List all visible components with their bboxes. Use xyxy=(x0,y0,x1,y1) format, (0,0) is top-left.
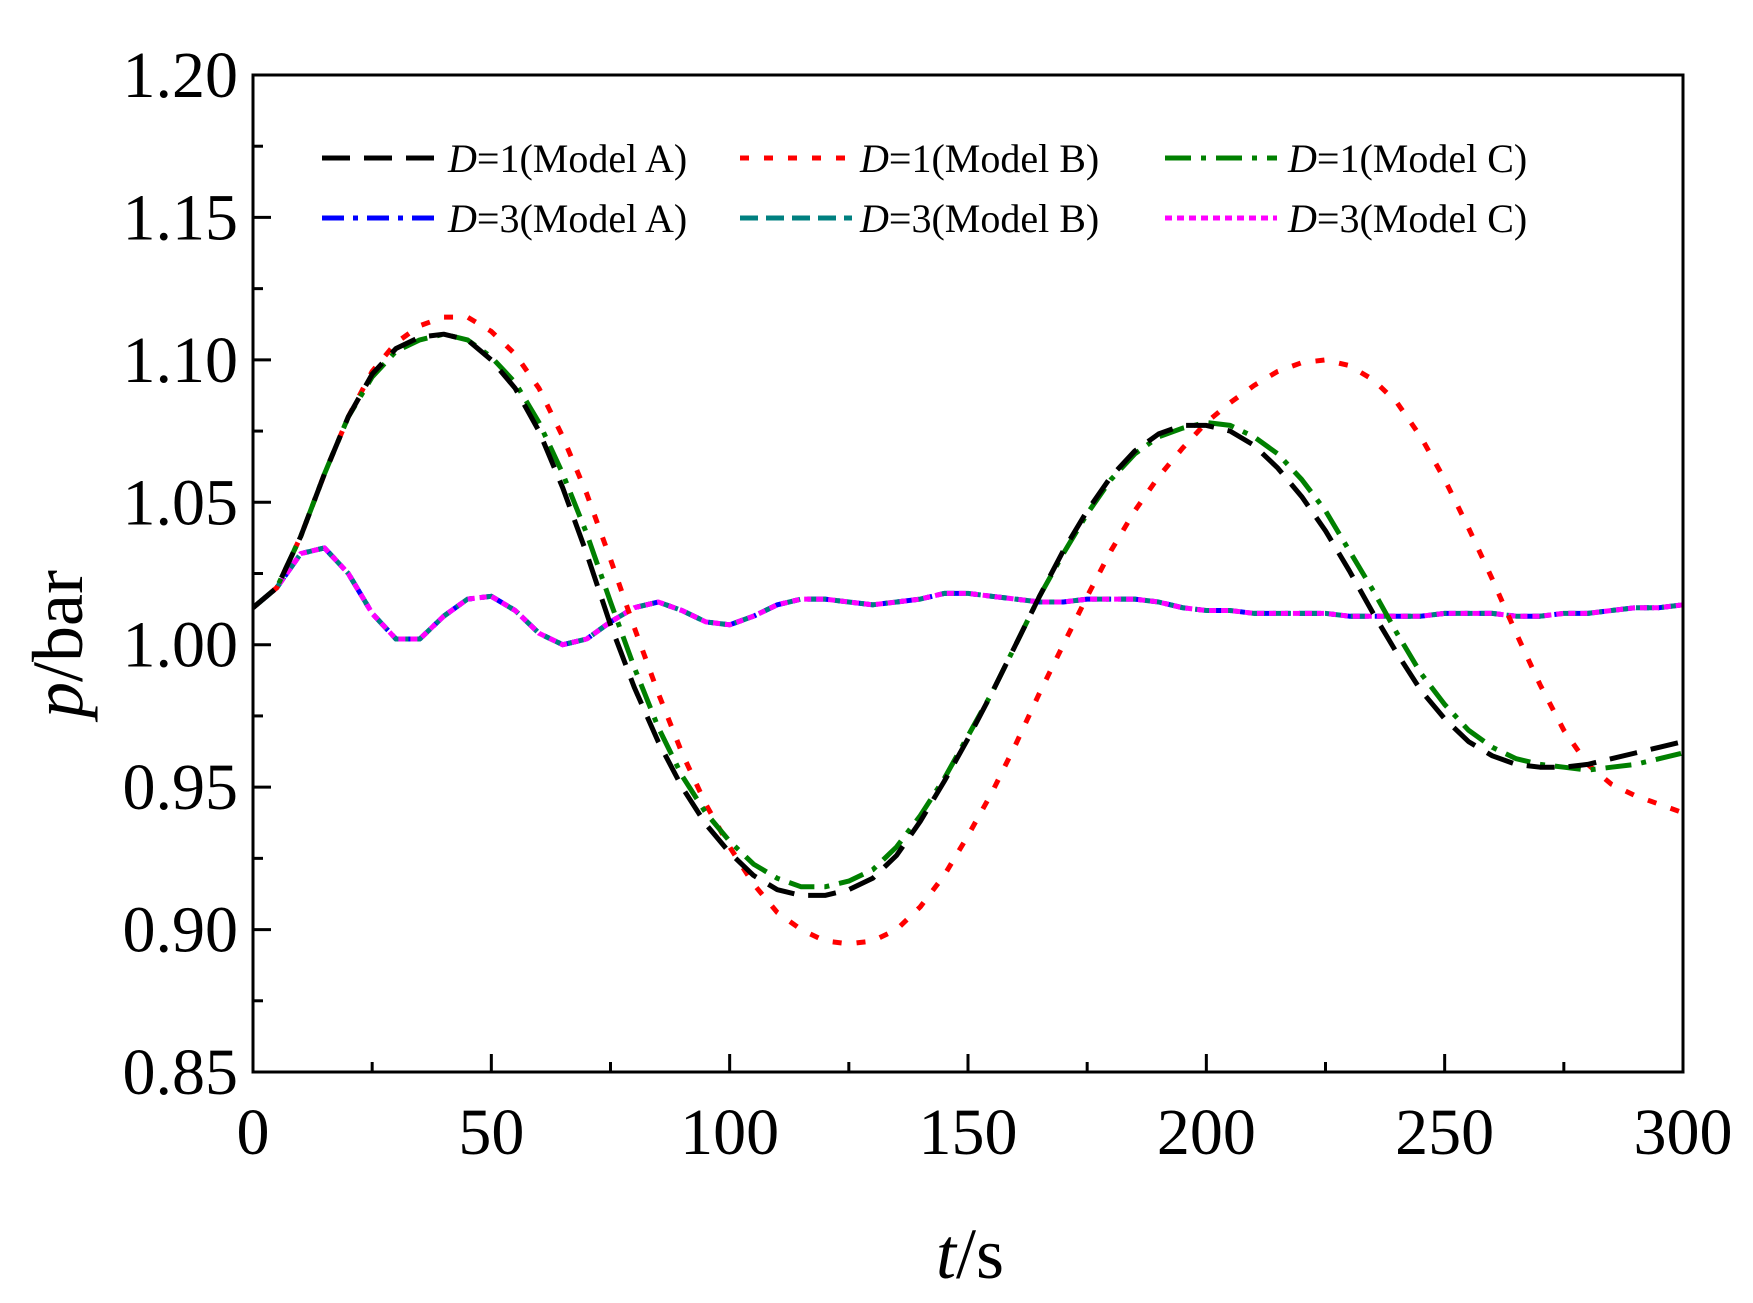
legend-label: D=3(Model C) xyxy=(1287,196,1527,241)
x-tick-label: 300 xyxy=(1634,1096,1733,1169)
y-tick-label: 1.20 xyxy=(123,39,239,112)
legend-label-italic: D xyxy=(859,196,889,241)
legend-label-rest: =3(Model B) xyxy=(889,196,1099,241)
x-tick-label: 150 xyxy=(919,1096,1018,1169)
x-tick-label: 0 xyxy=(237,1096,270,1169)
x-tick-label: 200 xyxy=(1157,1096,1256,1169)
y-axis-title-italic: p xyxy=(18,682,98,723)
x-tick-label: 100 xyxy=(680,1096,779,1169)
legend-label-rest: =1(Model C) xyxy=(1317,136,1527,181)
y-tick-label: 0.90 xyxy=(123,894,239,967)
legend-label: D=3(Model A) xyxy=(447,196,687,241)
y-tick-label: 1.00 xyxy=(123,609,239,682)
y-axis-title-unit: /bar xyxy=(18,570,98,682)
x-tick-label: 250 xyxy=(1395,1096,1494,1169)
legend-label: D=1(Model C) xyxy=(1287,136,1527,181)
series-line-d-1-model-a xyxy=(253,331,1683,898)
series-line-d-1-model-b xyxy=(253,314,1683,947)
legend-label-italic: D xyxy=(859,136,889,181)
x-tick-label: 50 xyxy=(458,1096,524,1169)
legend-label-rest: =3(Model C) xyxy=(1317,196,1527,241)
legend-label: D=3(Model B) xyxy=(859,196,1099,241)
series-line-d-1-model-c xyxy=(253,331,1683,890)
x-axis-title: t/s xyxy=(936,1214,1004,1294)
y-tick-label: 1.15 xyxy=(123,181,239,254)
plot-series-group xyxy=(253,314,1683,947)
legend-label: D=1(Model B) xyxy=(859,136,1099,181)
series-line-d-3-model-b xyxy=(253,545,1683,648)
y-tick-label: 1.10 xyxy=(123,324,239,397)
legend-label: D=1(Model A) xyxy=(447,136,687,181)
x-axis-title-italic: t xyxy=(936,1214,958,1294)
y-tick-labels: 0.85 0.90 0.95 1.00 1.05 1.10 1.15 1.20 xyxy=(123,39,239,1109)
y-tick-label: 0.85 xyxy=(123,1036,239,1109)
y-tick-label: 0.95 xyxy=(123,751,239,824)
legend-label-italic: D xyxy=(1287,196,1317,241)
x-tick-labels: 0 50 100 150 200 250 300 xyxy=(237,1096,1733,1169)
legend-label-italic: D xyxy=(447,196,477,241)
x-axis-title-unit: /s xyxy=(956,1214,1004,1294)
legend-label-rest: =3(Model A) xyxy=(477,196,687,241)
legend-label-italic: D xyxy=(1287,136,1317,181)
legend-label-rest: =1(Model A) xyxy=(477,136,687,181)
legend-label-italic: D xyxy=(447,136,477,181)
plot-frame xyxy=(251,73,1685,1074)
legend: D=1(Model A) D=1(Model B) D=1(Model C)D=3(… xyxy=(322,136,1527,241)
y-axis-title: p/bar xyxy=(18,570,98,723)
y-tick-label: 1.05 xyxy=(123,466,239,539)
legend-label-rest: =1(Model B) xyxy=(889,136,1099,181)
